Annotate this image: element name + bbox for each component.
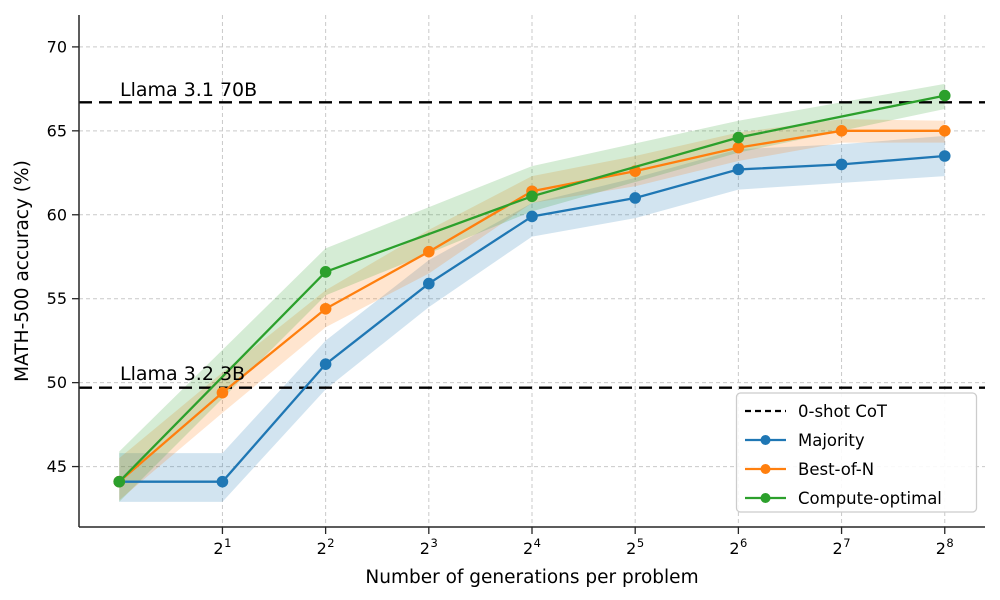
majority-marker xyxy=(216,475,229,488)
legend-swatch-compute-optimal-marker xyxy=(760,493,771,503)
annotation-llama-3-2-3b: Llama 3.2 3B xyxy=(120,363,245,385)
majority-marker xyxy=(732,163,745,176)
compute-optimal-marker xyxy=(113,475,126,488)
best-of-n-marker xyxy=(938,125,951,137)
best-of-n-marker xyxy=(423,245,435,258)
legend-label-compute-optimal: Compute-optimal xyxy=(798,489,942,508)
x-tick-label: 27 xyxy=(833,536,851,558)
y-tick-label: 50 xyxy=(47,373,67,392)
compute-optimal-marker xyxy=(526,190,538,203)
compute-optimal-marker xyxy=(732,131,745,144)
x-tick-label: 24 xyxy=(523,536,541,558)
x-tick-label: 25 xyxy=(626,536,644,558)
y-tick-label: 55 xyxy=(47,289,67,308)
gridlines xyxy=(79,15,985,527)
majority-band xyxy=(119,135,945,502)
x-tick-label: 21 xyxy=(213,536,231,558)
best-of-n-marker xyxy=(319,302,332,315)
y-tick-label: 65 xyxy=(47,121,67,140)
legend-label-majority: Majority xyxy=(798,431,865,450)
x-tick-label: 26 xyxy=(729,536,747,558)
x-tick-label: 22 xyxy=(317,536,335,558)
best-of-n-marker xyxy=(216,386,229,399)
legend-swatch-majority-marker xyxy=(760,435,771,445)
axes: 45 50 55 60 65 70 21 22 23 24 25 26 27 28 xyxy=(47,15,985,558)
compute-optimal-marker xyxy=(938,89,951,102)
y-tick-label: 70 xyxy=(47,37,67,56)
y-axis-label: MATH-500 accuracy (%) xyxy=(12,160,33,382)
majority-marker xyxy=(629,192,641,204)
compute-optimal-marker xyxy=(319,266,332,278)
annotation-llama-3-1-70b: Llama 3.1 70B xyxy=(120,79,257,101)
majority-marker xyxy=(423,277,435,290)
x-tick-label: 28 xyxy=(936,536,954,558)
legend-label-0shot-cot: 0-shot CoT xyxy=(798,402,888,421)
x-tick-label: 23 xyxy=(420,536,438,558)
majority-marker xyxy=(319,358,332,370)
legend-swatch-best-of-n-marker xyxy=(760,464,771,474)
compute-optimal-band xyxy=(119,83,945,502)
legend xyxy=(735,392,978,513)
majority-marker xyxy=(835,158,848,171)
majority-marker xyxy=(526,210,538,223)
x-axis-label: Number of generations per problem xyxy=(365,567,698,588)
series-lines xyxy=(113,89,951,488)
y-tick-label: 45 xyxy=(47,457,67,476)
legend-label-best-of-n: Best-of-N xyxy=(798,460,874,479)
y-tick-label: 60 xyxy=(47,205,67,224)
best-of-n-marker xyxy=(835,125,848,137)
majority-marker xyxy=(938,150,951,162)
best-of-n-marker xyxy=(732,141,745,154)
legend-box xyxy=(735,392,978,513)
